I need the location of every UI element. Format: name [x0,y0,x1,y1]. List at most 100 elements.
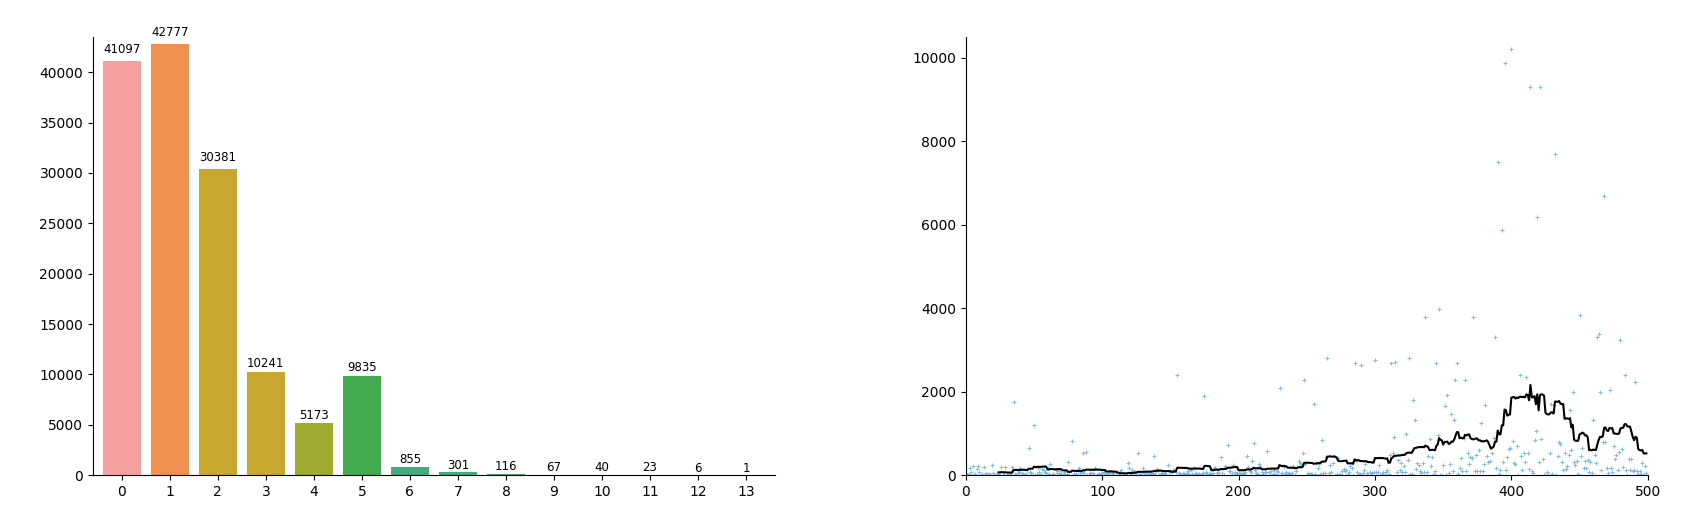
Point [1491,465,1518,474]
Point [1608,445,1635,454]
Point [1162,468,1189,477]
Point [1632,469,1659,477]
Point [1390,468,1417,476]
Point [1108,470,1135,479]
Point [1539,470,1566,479]
Point [1625,467,1652,476]
Point [1544,451,1571,460]
Point [1130,468,1157,477]
Point [1056,471,1083,479]
Point [1078,468,1105,477]
Point [1311,469,1338,477]
Text: 41097: 41097 [103,43,140,56]
Point [1142,464,1169,473]
Point [1123,449,1150,457]
Point [1164,371,1191,379]
Text: 23: 23 [642,461,657,474]
Point [1616,455,1643,463]
Point [1167,470,1194,479]
Point [1216,467,1243,475]
Point [956,464,983,472]
Point [1248,468,1275,477]
Point [1523,213,1551,221]
Point [1549,466,1576,474]
Point [1432,470,1459,479]
Point [1142,469,1169,477]
Point [1084,470,1111,478]
Point [1238,457,1265,466]
Point [1295,470,1322,478]
Point [1368,469,1395,478]
Point [1382,357,1409,366]
Point [1071,469,1098,477]
Point [1397,469,1424,478]
Point [1248,470,1275,478]
Point [1236,467,1263,476]
Point [1466,467,1493,475]
Point [1226,469,1253,478]
Point [1464,446,1491,454]
Point [1306,460,1333,468]
Point [1488,458,1515,467]
Point [1523,458,1551,466]
Point [1052,470,1079,478]
Point [1250,468,1277,476]
Point [1426,305,1453,313]
Point [995,469,1022,478]
Point [1375,451,1402,459]
Point [1093,469,1120,477]
Point [1377,359,1404,367]
Point [1277,469,1304,478]
Point [1022,470,1049,479]
Point [1176,470,1203,479]
Point [1551,449,1578,457]
Point [1042,466,1069,474]
Point [1329,464,1356,473]
Point [1353,468,1380,477]
Point [1356,470,1383,479]
Point [1539,400,1566,409]
Point [1385,466,1412,475]
Point [1426,470,1453,479]
Point [1317,468,1344,476]
Point [1209,470,1236,479]
Point [1032,468,1059,477]
Point [1485,469,1512,478]
Point [973,471,1000,479]
Point [1615,455,1642,463]
Point [1235,467,1262,476]
Point [1115,464,1142,473]
Point [1556,406,1583,414]
Point [1414,451,1441,460]
Text: 30381: 30381 [199,151,236,164]
Bar [199,169,236,475]
Text: 67: 67 [546,461,561,474]
Point [1571,457,1598,466]
Point [1361,468,1388,476]
Point [1135,467,1162,476]
Point [1446,454,1473,463]
Point [1265,383,1292,392]
Point [1280,470,1307,479]
Point [1059,469,1086,478]
Point [1181,470,1208,478]
Bar [294,423,333,475]
Point [1096,469,1123,477]
Point [1486,466,1513,475]
Point [1527,435,1554,443]
Point [1057,467,1084,475]
Point [1461,466,1488,475]
Point [1348,469,1375,478]
Point [1094,468,1121,476]
Point [1213,463,1240,472]
Text: 301: 301 [446,458,470,472]
Point [1502,460,1529,468]
Point [993,470,1020,479]
Point [1444,470,1471,478]
Bar [343,376,380,475]
Point [1064,464,1091,473]
Point [1233,451,1260,460]
Point [1274,470,1301,479]
Point [1610,371,1637,379]
Point [953,471,980,479]
